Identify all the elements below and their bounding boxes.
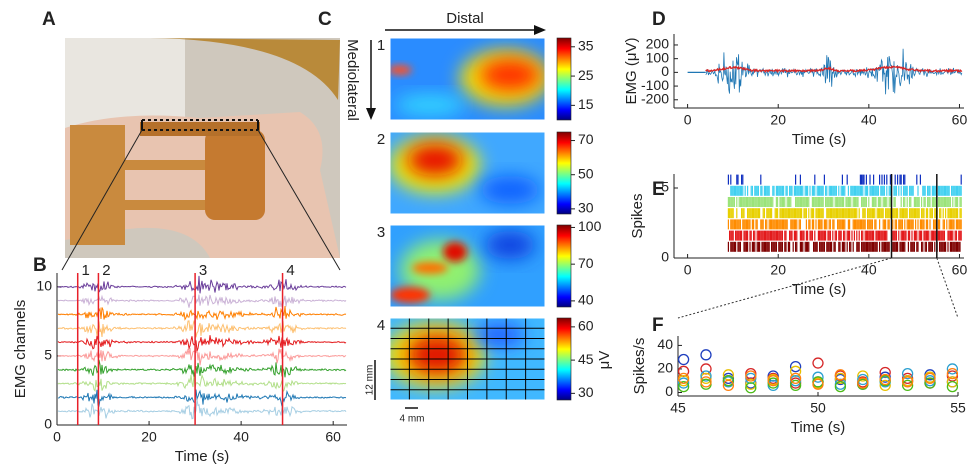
x-tick-label: 60 bbox=[952, 262, 968, 278]
colorbar-tick-label: 30 bbox=[578, 384, 594, 400]
x-tick-label: 20 bbox=[770, 112, 786, 128]
event-label: 1 bbox=[82, 262, 90, 279]
point bbox=[679, 376, 689, 386]
colorbar bbox=[557, 225, 571, 307]
figure: Distal Mediolateral 12 mm 4 mm μV A B C … bbox=[0, 0, 970, 471]
colorbar bbox=[557, 318, 571, 400]
colorbar-unit: μV bbox=[596, 351, 613, 370]
x-tick-label: 0 bbox=[684, 112, 692, 128]
panel-label: D bbox=[652, 9, 666, 30]
point bbox=[679, 355, 689, 365]
y-tick-label: 0 bbox=[44, 416, 52, 432]
heatmap bbox=[385, 318, 545, 400]
y-tick-label: 100 bbox=[646, 49, 670, 65]
scale-label: 4 mm bbox=[400, 414, 425, 425]
event-label: 2 bbox=[102, 262, 110, 279]
colorbar-tick-label: 15 bbox=[578, 96, 594, 112]
x-tick-label: 40 bbox=[861, 262, 877, 278]
y-tick-label: 10 bbox=[36, 278, 52, 294]
colorbar-tick-label: 45 bbox=[578, 351, 594, 367]
x-tick-label: 55 bbox=[950, 400, 966, 416]
y-tick-label: 20 bbox=[657, 360, 673, 376]
colorbar-tick-label: 100 bbox=[578, 218, 602, 234]
colorbar bbox=[557, 38, 571, 120]
heatmap bbox=[390, 132, 545, 214]
y-tick-label: 40 bbox=[657, 336, 673, 352]
x-tick-label: 40 bbox=[233, 429, 249, 445]
y-tick-label: 5 bbox=[44, 347, 52, 363]
x-axis-label: Time (s) bbox=[791, 419, 845, 436]
colorbar-tick-label: 30 bbox=[578, 200, 594, 216]
colorbar-tick-label: 50 bbox=[578, 165, 594, 181]
emg-trace bbox=[58, 348, 346, 365]
x-tick-label: 20 bbox=[770, 262, 786, 278]
colorbar bbox=[557, 132, 571, 214]
emg-trace bbox=[58, 390, 346, 407]
x-axis-label: Time (s) bbox=[792, 131, 846, 148]
x-tick-label: 60 bbox=[325, 429, 341, 445]
y-axis-label: Spikes/s bbox=[631, 338, 648, 395]
emg-trace bbox=[58, 295, 346, 308]
heatmap bbox=[388, 38, 550, 120]
y-tick-label: 0 bbox=[661, 63, 669, 79]
y-tick-label: 5 bbox=[661, 179, 669, 195]
x-axis-label: Time (s) bbox=[175, 448, 229, 465]
y-axis-label: Spikes bbox=[629, 193, 646, 238]
colorbar-tick-label: 70 bbox=[578, 131, 594, 147]
y-axis-label: EMG (μV) bbox=[623, 38, 640, 105]
x-tick-label: 20 bbox=[141, 429, 157, 445]
x-tick-label: 60 bbox=[952, 112, 968, 128]
x-tick-label: 40 bbox=[861, 112, 877, 128]
axis-label: Mediolateral bbox=[344, 39, 361, 121]
emg-trace bbox=[58, 399, 346, 419]
colorbar-tick-label: 60 bbox=[578, 318, 594, 334]
map-label: 4 bbox=[377, 317, 385, 334]
heatmap bbox=[390, 225, 545, 307]
panel-label: C bbox=[318, 9, 332, 30]
emg-trace bbox=[58, 374, 346, 391]
map-label: 2 bbox=[377, 131, 385, 148]
y-tick-label: 0 bbox=[661, 249, 669, 265]
scale-label: 12 mm bbox=[365, 365, 376, 396]
point bbox=[813, 358, 823, 368]
panel-label: A bbox=[42, 9, 56, 30]
colorbar-tick-label: 25 bbox=[578, 67, 594, 83]
x-tick-label: 0 bbox=[684, 262, 692, 278]
panel-label: B bbox=[33, 255, 47, 276]
event-label: 4 bbox=[286, 262, 294, 279]
x-tick-label: 0 bbox=[53, 429, 61, 445]
map-label: 1 bbox=[377, 37, 385, 54]
x-axis-label: Time (s) bbox=[792, 281, 846, 298]
y-tick-label: -100 bbox=[641, 77, 669, 93]
colorbar-tick-label: 70 bbox=[578, 255, 594, 271]
photo bbox=[62, 38, 340, 270]
x-tick-label: 50 bbox=[810, 400, 826, 416]
emg-trace bbox=[58, 306, 346, 320]
page: {"panels": { "A": {"label": "A"}, "B": {… bbox=[0, 0, 970, 471]
event-label: 3 bbox=[199, 262, 207, 279]
panel-label: F bbox=[652, 315, 664, 336]
y-tick-label: 200 bbox=[646, 36, 670, 52]
colorbar-tick-label: 35 bbox=[578, 37, 594, 53]
emg-trace bbox=[58, 321, 346, 338]
y-tick-label: 0 bbox=[665, 383, 673, 399]
y-tick-label: -200 bbox=[641, 90, 669, 106]
axis-label: Distal bbox=[446, 10, 484, 27]
y-axis-label: EMG channels bbox=[12, 300, 29, 398]
colorbar-tick-label: 40 bbox=[578, 292, 594, 308]
point bbox=[701, 350, 711, 360]
emg-trace bbox=[58, 335, 346, 351]
map-label: 3 bbox=[377, 224, 385, 241]
x-tick-label: 45 bbox=[670, 400, 686, 416]
